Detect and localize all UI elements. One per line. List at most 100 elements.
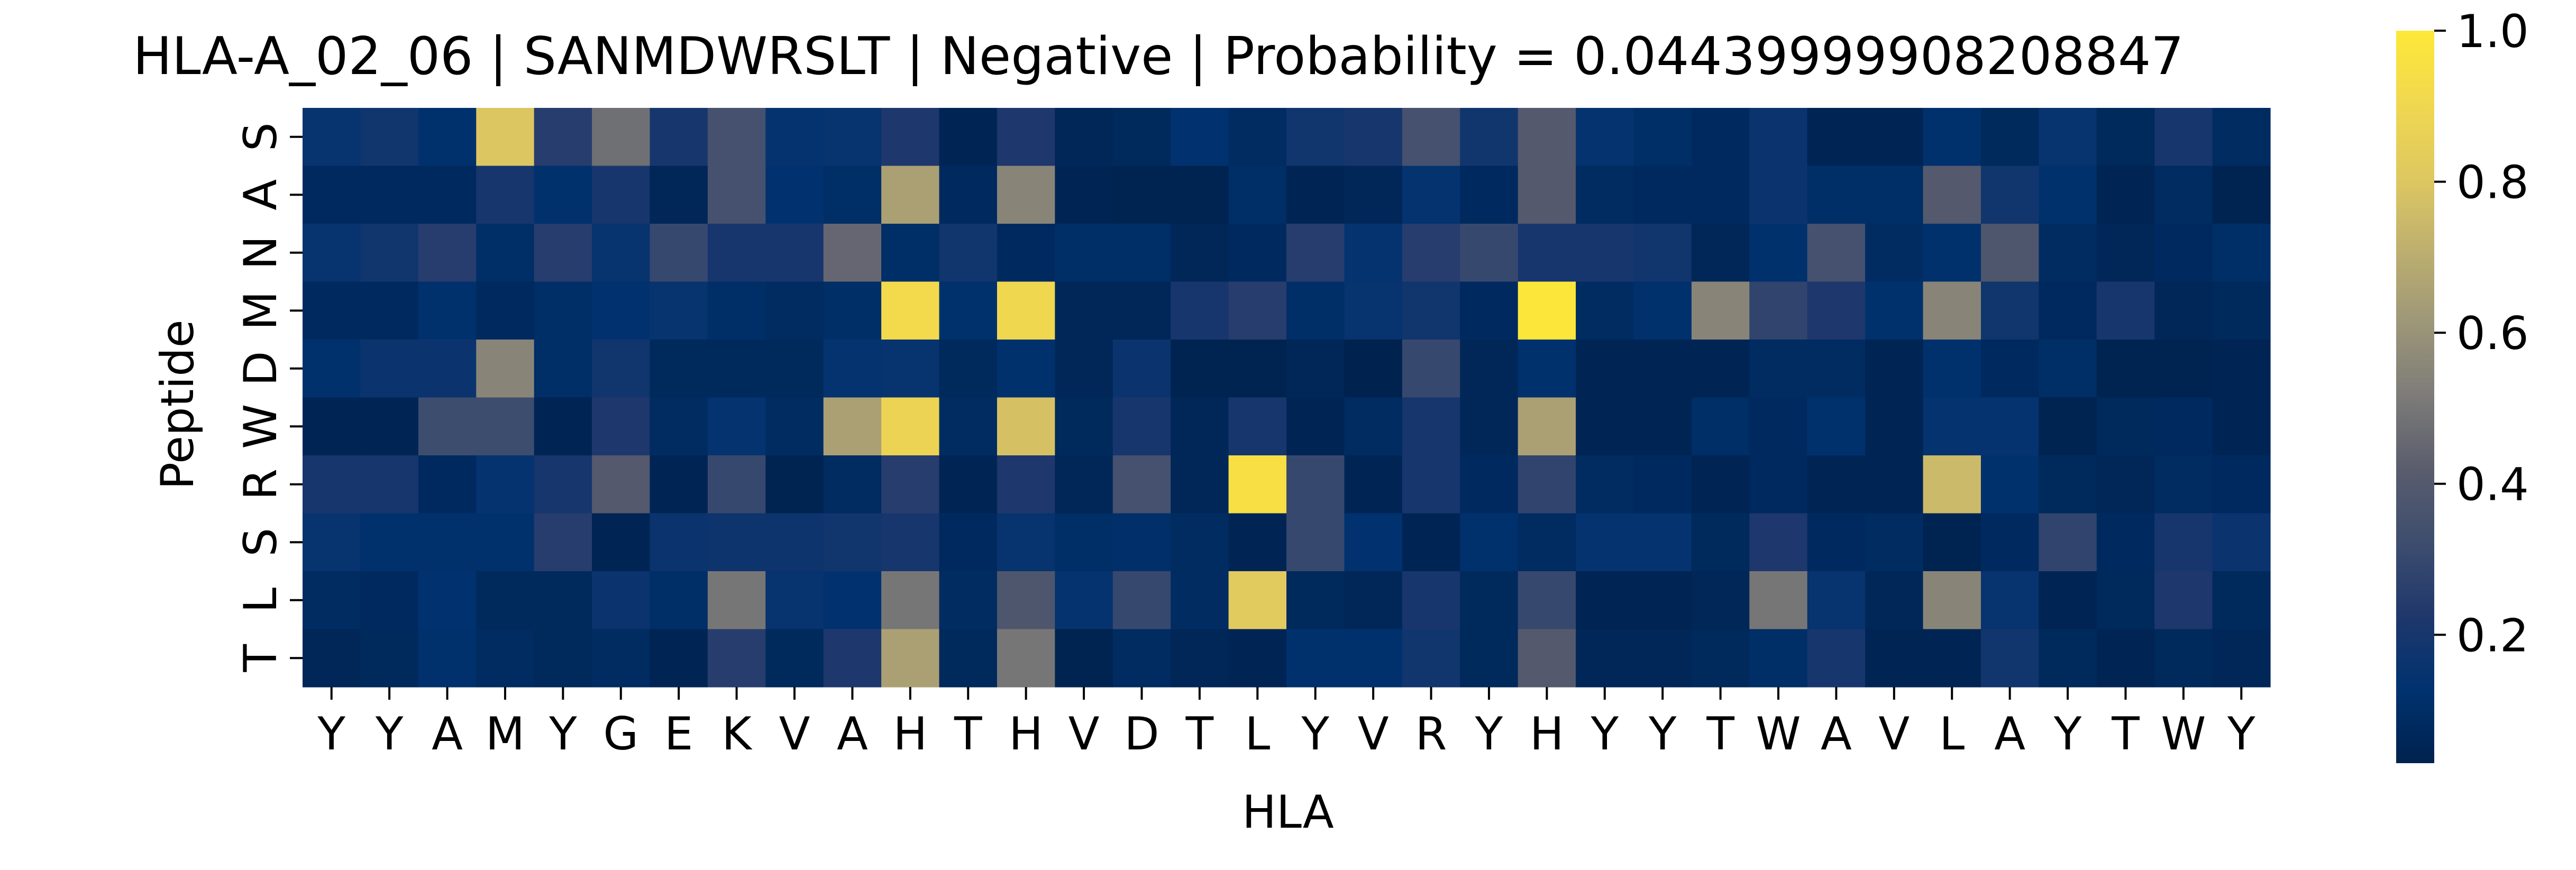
heatmap-cell xyxy=(997,397,1055,456)
heatmap-cell xyxy=(1518,166,1576,224)
heatmap-cell xyxy=(2212,108,2271,167)
heatmap-cell xyxy=(418,166,477,224)
heatmap-cell xyxy=(650,397,708,456)
heatmap-cell xyxy=(1055,108,1113,167)
heatmap-cell xyxy=(1807,340,1866,398)
heatmap-cell xyxy=(2212,224,2271,282)
heatmap-cell xyxy=(1518,340,1576,398)
colorbar-tick-label: 0.4 xyxy=(2456,459,2529,511)
heatmap-cell xyxy=(2154,513,2213,572)
heatmap-cell xyxy=(997,281,1055,340)
heatmap-cell xyxy=(2212,455,2271,514)
x-tick-label: T xyxy=(954,708,982,761)
x-tick-label: A xyxy=(1994,708,2025,761)
heatmap-cell xyxy=(2212,629,2271,688)
heatmap-cell xyxy=(476,571,535,630)
heatmap-cell xyxy=(592,397,651,456)
heatmap-cell xyxy=(303,108,361,167)
heatmap-cell xyxy=(1980,224,2039,282)
heatmap-cell xyxy=(1691,281,1750,340)
heatmap-cell xyxy=(823,397,882,456)
heatmap-cell xyxy=(1286,397,1345,456)
heatmap-cell xyxy=(1980,166,2039,224)
heatmap-cell xyxy=(303,455,361,514)
heatmap-cell xyxy=(939,571,998,630)
heatmap-cell xyxy=(2154,108,2213,167)
heatmap-cell xyxy=(1171,513,1229,572)
x-tick-label: Y xyxy=(2227,708,2255,761)
heatmap-cell xyxy=(823,108,882,167)
heatmap-cell xyxy=(1112,108,1171,167)
heatmap-cell xyxy=(2212,397,2271,456)
heatmap-cell xyxy=(1865,224,1924,282)
heatmap-cell xyxy=(2212,340,2271,398)
heatmap-cell xyxy=(476,108,535,167)
heatmap-cell xyxy=(881,571,940,630)
heatmap-cell xyxy=(1633,397,1692,456)
heatmap-cell xyxy=(765,340,824,398)
heatmap-cell xyxy=(303,397,361,456)
x-tick-label: Y xyxy=(1590,708,1619,761)
heatmap-cell xyxy=(939,281,998,340)
y-tick-label: M xyxy=(234,291,287,330)
heatmap-cell xyxy=(1691,571,1750,630)
x-tick-label: Y xyxy=(375,708,404,761)
heatmap-cell xyxy=(997,108,1055,167)
heatmap-cell xyxy=(1518,571,1576,630)
heatmap-cell xyxy=(939,340,998,398)
heatmap-cell xyxy=(1691,629,1750,688)
heatmap-cell xyxy=(592,455,651,514)
heatmap-cell xyxy=(765,108,824,167)
heatmap-cell xyxy=(2154,455,2213,514)
heatmap-cell xyxy=(1576,108,1634,167)
y-axis-label: Peptide xyxy=(151,319,204,489)
y-tick-label: S xyxy=(234,122,287,151)
heatmap-cell xyxy=(303,224,361,282)
heatmap-cell xyxy=(823,166,882,224)
heatmap-cell xyxy=(534,397,592,456)
heatmap-cell xyxy=(2096,166,2155,224)
heatmap-cell xyxy=(881,108,940,167)
heatmap-cell xyxy=(823,629,882,688)
x-tick-label: T xyxy=(1185,708,1214,761)
heatmap-cell xyxy=(1460,224,1519,282)
heatmap-cell xyxy=(418,281,477,340)
heatmap-cell xyxy=(1865,166,1924,224)
heatmap-cell xyxy=(592,571,651,630)
heatmap-cell xyxy=(1633,629,1692,688)
y-tick-label: W xyxy=(234,404,287,449)
heatmap-cell xyxy=(1402,166,1460,224)
heatmap-cell xyxy=(2212,281,2271,340)
heatmap-cell xyxy=(1633,224,1692,282)
heatmap-cell xyxy=(1402,108,1460,167)
heatmap-cell xyxy=(1980,108,2039,167)
heatmap-cell xyxy=(1749,397,1808,456)
heatmap-cell xyxy=(1865,455,1924,514)
heatmap-cell xyxy=(476,166,535,224)
x-tick-label: A xyxy=(837,708,868,761)
heatmap-cell xyxy=(534,340,592,398)
heatmap-cell xyxy=(1460,513,1519,572)
heatmap-cell xyxy=(1518,397,1576,456)
heatmap-cell xyxy=(1980,629,2039,688)
heatmap-cell xyxy=(1286,571,1345,630)
heatmap-cell xyxy=(1344,108,1403,167)
heatmap-cell xyxy=(1055,340,1113,398)
heatmap-cell xyxy=(650,513,708,572)
heatmap-cell xyxy=(534,166,592,224)
x-tick-label: L xyxy=(1939,708,1965,761)
heatmap-cell xyxy=(1402,397,1460,456)
x-tick-label: E xyxy=(664,708,693,761)
heatmap-cell xyxy=(534,108,592,167)
heatmap-cell xyxy=(997,513,1055,572)
heatmap-cell xyxy=(1228,224,1287,282)
heatmap-cell xyxy=(881,455,940,514)
heatmap-cell xyxy=(360,455,419,514)
colorbar-ticks: 0.2 0.4 0.6 0.8 1.0 xyxy=(2434,5,2529,662)
heatmap-cell xyxy=(1460,397,1519,456)
heatmap-cell xyxy=(1865,397,1924,456)
heatmap-cell xyxy=(1112,629,1171,688)
heatmap-cell xyxy=(1055,629,1113,688)
x-tick-label: V xyxy=(1878,708,1910,761)
